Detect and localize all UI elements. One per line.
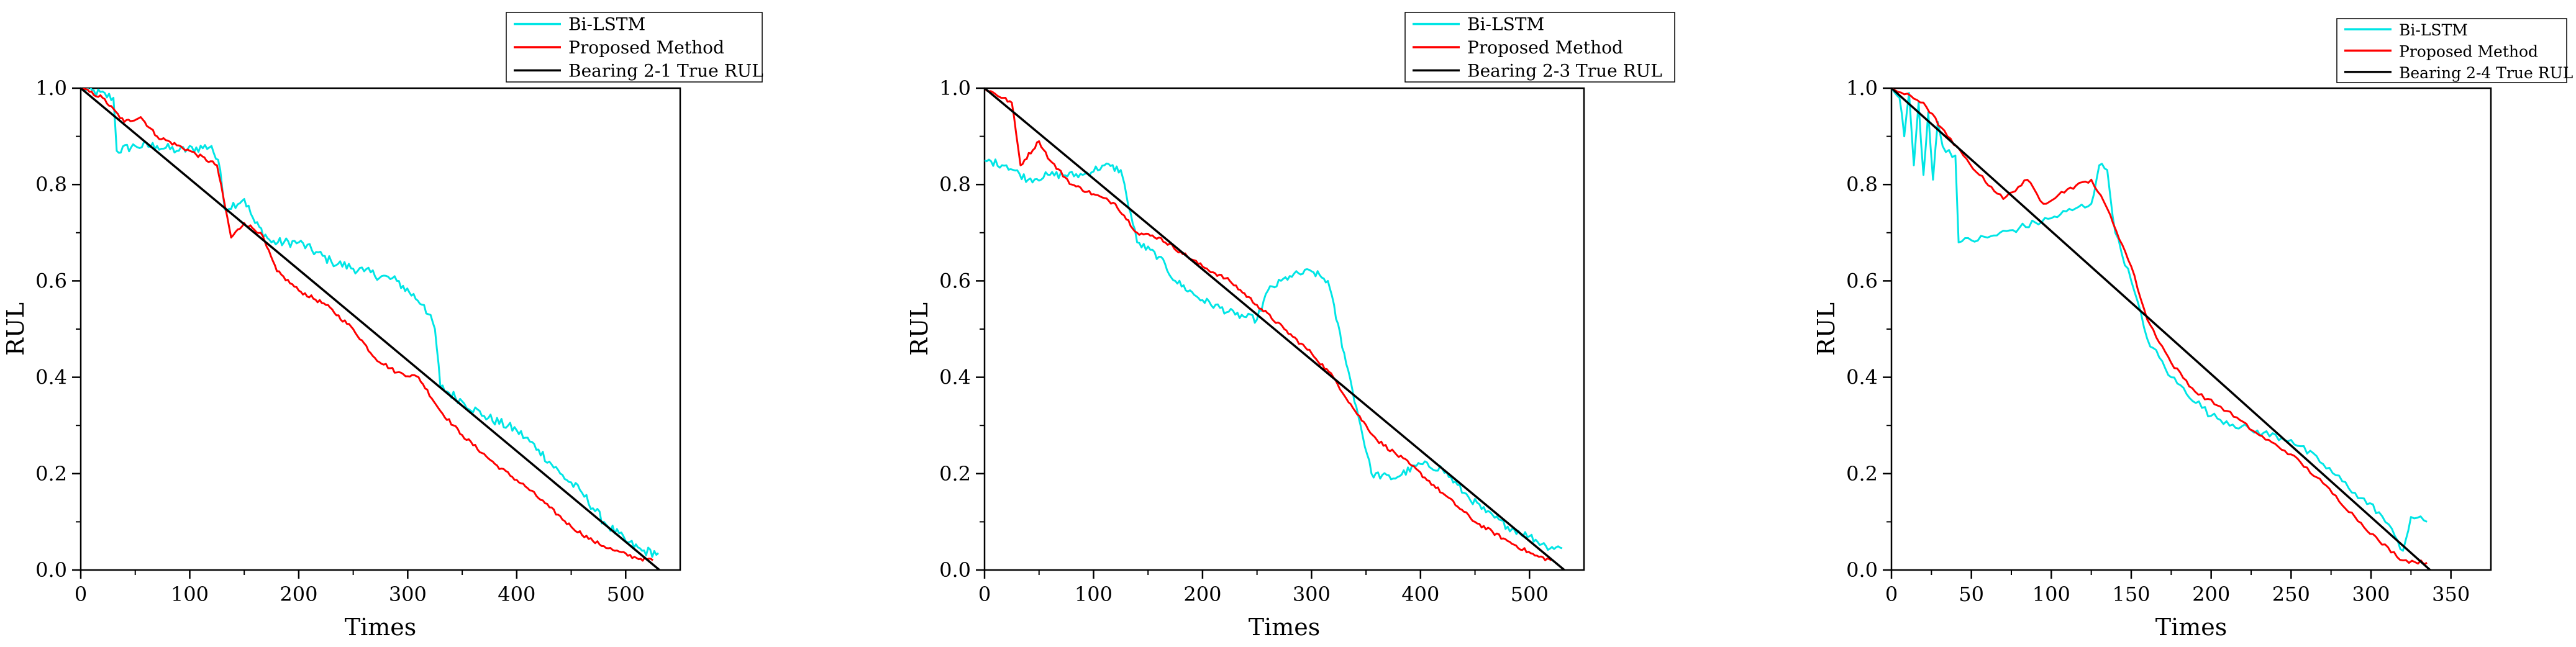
x-tick-label: 350 [2432, 582, 2470, 606]
y-tick-label: 1.0 [1846, 76, 1878, 100]
series-line-bi-lstm [1891, 88, 2428, 552]
legend-label: Proposed Method [568, 37, 724, 58]
x-tick-label: 200 [280, 582, 317, 606]
x-tick-label: 200 [1183, 582, 1221, 606]
y-tick-label: 0.0 [35, 558, 67, 582]
x-tick-label: 500 [607, 582, 645, 606]
y-tick-label: 0.4 [35, 366, 67, 389]
legend-label: Bearing 2-3 True RUL [1467, 60, 1662, 81]
x-tick-label: 400 [498, 582, 535, 606]
y-tick-label: 0.8 [939, 173, 971, 196]
y-axis-label: RUL [906, 302, 933, 356]
y-tick-label: 0.0 [1846, 558, 1878, 582]
x-tick-label: 0 [978, 582, 991, 606]
y-axis-label: RUL [2, 302, 29, 356]
x-axis-label: Times [345, 613, 417, 641]
x-tick-label: 0 [1885, 582, 1898, 606]
y-tick-label: 0.2 [1846, 462, 1878, 486]
x-tick-label: 100 [2032, 582, 2070, 606]
y-tick-label: 0.6 [939, 269, 971, 292]
series-line-proposed-method [985, 88, 1552, 561]
legend-label: Bearing 2-1 True RUL [568, 60, 763, 81]
legend-label: Bearing 2-4 True RUL [2399, 64, 2573, 82]
chart-panel-bearing-2-3: 0 100 200 300 400 500 0.0 0.2 0.4 0.6 0.8 1.0 Times R… [906, 12, 1675, 641]
x-tick-label: 200 [2192, 582, 2230, 606]
series-line-proposed-method [1891, 88, 2428, 566]
y-axis-label: RUL [1813, 302, 1840, 356]
legend-label: Bi-LSTM [1467, 14, 1544, 35]
series-line-bearing-2-4-true-rul [1891, 88, 2431, 570]
y-tick-label: 0.2 [939, 462, 971, 486]
x-tick-label: 100 [1075, 582, 1113, 606]
x-tick-label: 300 [2352, 582, 2390, 606]
chart-panel-bearing-2-1: 0 100 200 300 400 500 0.0 0.2 0.4 0.6 0.8 1.0 Times R… [2, 12, 763, 641]
x-tick-label: 0 [75, 582, 87, 606]
x-axis-label: Times [1249, 613, 1321, 641]
legend-label: Proposed Method [2399, 43, 2538, 61]
x-tick-label: 400 [1401, 582, 1439, 606]
y-tick-label: 0.2 [35, 462, 67, 486]
chart-panel-bearing-2-4: 0 50 100 150 200 250 300 350 0.0 0.2 0.4 0.6 0.8 1.0 T… [1813, 18, 2573, 641]
plot-frame [80, 87, 681, 571]
y-tick-label: 1.0 [939, 76, 971, 100]
y-tick-label: 0.0 [939, 558, 971, 582]
y-tick-label: 0.8 [1846, 173, 1878, 196]
series-line-proposed-method [81, 88, 654, 562]
series-line-bi-lstm [985, 158, 1563, 551]
x-tick-label: 250 [2272, 582, 2310, 606]
y-tick-label: 1.0 [35, 76, 67, 100]
x-tick-label: 100 [171, 582, 209, 606]
y-tick-label: 0.4 [1846, 366, 1878, 389]
plot-frame [1890, 87, 2492, 571]
y-tick-label: 0.6 [35, 269, 67, 292]
legend: Bi-LSTM Proposed Method Bearing 2-4 True R… [2336, 18, 2573, 83]
x-axis-label: Times [2155, 613, 2228, 641]
x-tick-label: 500 [1511, 582, 1549, 606]
y-tick-label: 0.6 [1846, 269, 1878, 292]
x-tick-label: 300 [389, 582, 427, 606]
legend-label: Proposed Method [1467, 37, 1623, 58]
x-tick-label: 300 [1293, 582, 1331, 606]
x-tick-label: 150 [2112, 582, 2150, 606]
legend-label: Bi-LSTM [568, 14, 645, 35]
y-tick-label: 0.4 [939, 366, 971, 389]
series-line-bearing-2-1-true-rul [81, 88, 660, 570]
y-tick-label: 0.8 [35, 173, 67, 196]
series-line-bi-lstm [81, 88, 659, 558]
series-line-bearing-2-3-true-rul [985, 88, 1565, 570]
x-tick-label: 50 [1959, 582, 1984, 606]
legend-label: Bi-LSTM [2399, 21, 2468, 39]
